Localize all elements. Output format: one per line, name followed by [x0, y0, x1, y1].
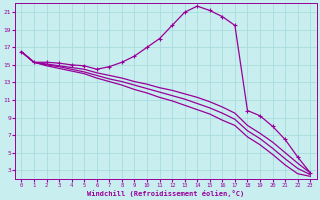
X-axis label: Windchill (Refroidissement éolien,°C): Windchill (Refroidissement éolien,°C)	[87, 190, 244, 197]
